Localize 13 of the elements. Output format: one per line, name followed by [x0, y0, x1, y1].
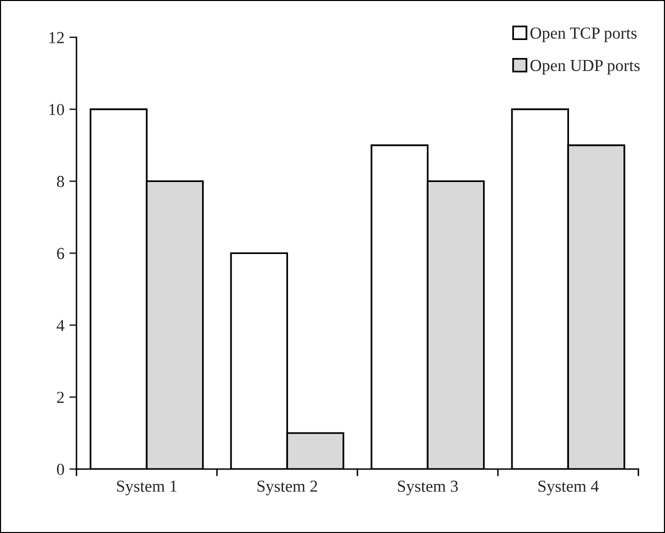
y-tick-label: 8 [56, 176, 64, 188]
y-tick-label: 0 [56, 464, 64, 475]
legend-label: Open UDP ports [530, 60, 640, 75]
y-tick-label: 2 [57, 392, 64, 403]
x-tick-label: System 1 [117, 480, 177, 496]
y-tick-label: 6 [57, 248, 64, 260]
x-tick-label: System 2 [258, 480, 318, 496]
legend-label: Open TCP ports [530, 28, 637, 42]
x-tick-label: System 4 [538, 480, 599, 496]
x-tick-label: System 3 [398, 480, 458, 496]
y-tick-label: 12 [49, 32, 64, 44]
y-tick-label: 10 [49, 104, 64, 116]
y-tick-label: 4 [56, 320, 64, 331]
